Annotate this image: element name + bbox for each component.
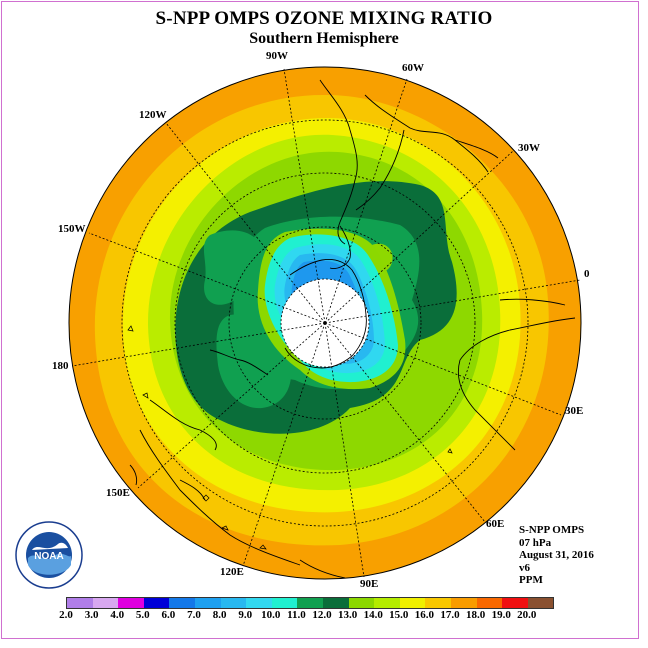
lon-label-0: 0 [584, 268, 590, 280]
figure-frame [1, 1, 639, 639]
info-level: 07 hPa [519, 536, 552, 549]
colorbar-swatch [169, 598, 195, 608]
colorbar-swatch [374, 598, 400, 608]
islands [127, 325, 453, 550]
colorbar-tick-label: 20.0 [517, 609, 537, 621]
lon-label-60w: 60W [402, 62, 424, 74]
colorbar-swatch [450, 598, 477, 608]
colorbar-swatch [118, 598, 144, 608]
colorbar-tick-label: 14.0 [363, 609, 383, 621]
colorbar-tick-label: 15.0 [389, 609, 409, 621]
lon-label-30w: 30W [518, 142, 540, 154]
colorbar-swatch [322, 598, 349, 608]
colorbar-tick-label: 10.0 [261, 609, 281, 621]
map-title: S-NPP OMPS OZONE MIXING RATIO [155, 8, 493, 29]
colorbar-tick-label: 18.0 [465, 609, 486, 621]
lon-label-120e: 120E [220, 566, 244, 578]
colorbar-swatch [143, 598, 170, 608]
logo-text: NOAA [34, 551, 63, 562]
colorbar-swatch [194, 598, 221, 608]
colorbar-tick-label: 6.0 [161, 609, 176, 621]
info-instrument: S-NPP OMPS [519, 524, 585, 536]
lon-label-30e: 30E [565, 405, 584, 417]
colorbar-tick-label: 9.0 [238, 609, 253, 621]
colorbar-swatch [246, 598, 272, 608]
south-pole-marker [323, 321, 327, 325]
colorbar-tick-label: 7.0 [187, 609, 201, 621]
colorbar-tick-label: 16.0 [414, 609, 435, 621]
info-version: v6 [519, 561, 530, 574]
colorbar-swatch [399, 598, 426, 608]
info-panel: S-NPP OMPS 07 hPa August 31, 2016 v6 PPM [519, 524, 594, 587]
colorbar-labels: 2.0 3.0 4.0 5.0 6.0 7.0 8.0 9.0 10.0 11.0 12.0 13.0… [0, 609, 648, 623]
coastlines [129, 79, 576, 579]
lon-label-150w: 150W [58, 223, 86, 235]
info-date: August 31, 2016 [519, 549, 594, 561]
colorbar-swatch [92, 598, 119, 608]
colorbar-tick-label: 4.0 [110, 609, 125, 621]
lon-label-120w: 120W [139, 109, 167, 121]
colorbar-tick-label: 5.0 [135, 609, 150, 621]
lon-label-60e: 60E [486, 518, 505, 530]
colorbar-swatch [527, 598, 554, 608]
colorbar-swatch [271, 598, 298, 608]
lon-label-180: 180 [52, 360, 69, 372]
colorbar-tick-label: 19.0 [491, 609, 511, 621]
map-subtitle: Southern Hemisphere [249, 30, 399, 47]
colorbar-swatch [502, 598, 528, 608]
lon-label-90w: 90W [266, 50, 288, 62]
lon-label-90e: 90E [360, 578, 379, 590]
colorbar-tick-label: 8.0 [212, 609, 227, 621]
colorbar-tick-label: 12.0 [312, 609, 332, 621]
map-outline [68, 66, 582, 580]
colorbar-tick-label: 3.0 [84, 609, 99, 621]
colorbar-swatch [297, 598, 323, 608]
colorbar [66, 597, 555, 609]
colorbar-swatch [67, 598, 93, 608]
lon-label-150e: 150E [106, 487, 130, 499]
colorbar-swatch [348, 598, 375, 608]
noaa-logo: NOAA [15, 521, 83, 589]
info-units: PPM [519, 574, 543, 586]
colorbar-swatch [220, 598, 247, 608]
band-11b [203, 230, 262, 305]
colorbar-tick-label: 2.0 [59, 609, 73, 621]
colorbar-tick-label: 13.0 [337, 609, 358, 621]
graticule [71, 68, 581, 578]
colorbar-swatch [425, 598, 451, 608]
ozone-field [69, 67, 581, 579]
colorbar-tick-label: 17.0 [440, 609, 460, 621]
colorbar-swatch [476, 598, 503, 608]
colorbar-tick-label: 11.0 [287, 609, 306, 621]
